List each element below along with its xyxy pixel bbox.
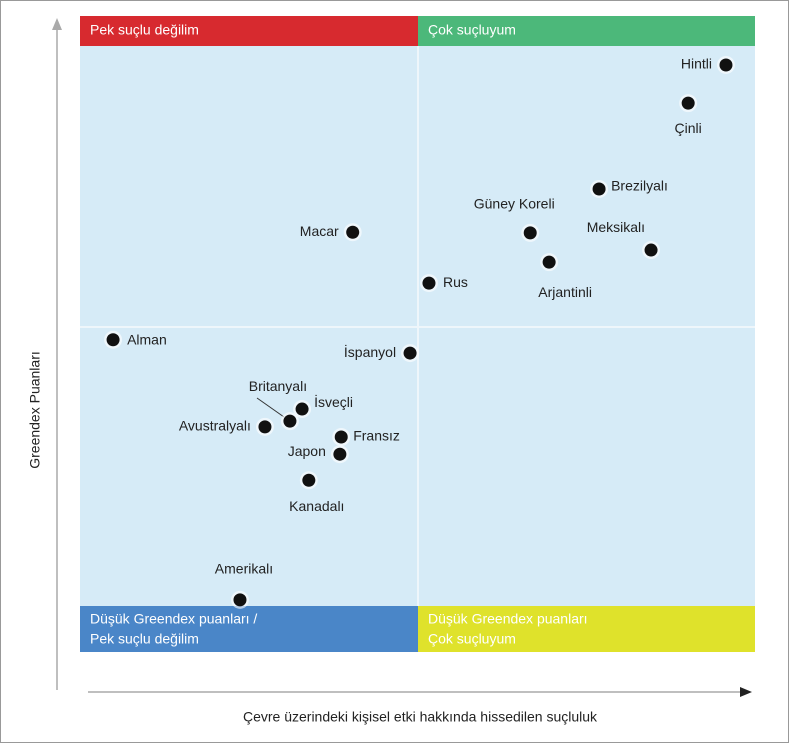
quadrant-label: Pek suçlu değilim: [90, 631, 199, 647]
point-label: Avustralyalı: [179, 418, 251, 434]
y-axis-label: Greendex Puanları: [27, 351, 43, 469]
point-label: Amerikalı: [215, 561, 273, 577]
leader-line: [256, 397, 285, 418]
point-label: Güney Koreli: [474, 196, 555, 212]
point-label: Rus: [443, 274, 468, 290]
point: [334, 430, 348, 444]
point: [302, 473, 316, 487]
quadrant-label: Düşük Greendex puanları /: [90, 611, 257, 627]
arrow-head: [52, 18, 62, 30]
point-label: Macar: [300, 223, 339, 239]
point: [592, 182, 606, 196]
quadrant-label: Düşük Greendex puanları: [428, 611, 588, 627]
point-label: Fransız: [353, 428, 400, 444]
point-label: İsveçli: [314, 393, 353, 410]
point: [106, 333, 120, 347]
point-label: Arjantinli: [538, 284, 592, 300]
quadrant-bottom-right: [418, 606, 755, 652]
point-label: Brezilyalı: [611, 178, 668, 194]
point-label: Britanyalı: [249, 378, 307, 394]
point-label: Meksikalı: [587, 219, 645, 235]
arrow-head: [740, 687, 752, 697]
point: [233, 593, 247, 607]
point: [523, 226, 537, 240]
point-label: İspanyol: [344, 343, 396, 360]
point: [346, 225, 360, 239]
x-axis-label: Çevre üzerindeki kişisel etki hakkında h…: [243, 709, 598, 725]
point-label: Hintli: [681, 56, 712, 72]
quadrant-label: Çok suçluyum: [428, 631, 516, 647]
point: [295, 402, 309, 416]
point: [719, 58, 733, 72]
quadrant-top-right: [418, 16, 755, 46]
point: [333, 447, 347, 461]
point: [258, 420, 272, 434]
quadrant-label: Pek suçlu değilim: [90, 22, 199, 38]
quadrant-label: Çok suçluyum: [428, 22, 516, 38]
point-label: Japon: [288, 443, 326, 459]
point-label: Alman: [127, 331, 167, 347]
point: [542, 255, 556, 269]
quadrant-bottom-left: [80, 606, 418, 652]
point: [644, 243, 658, 257]
point-label: Kanadalı: [289, 498, 344, 514]
point-label: Çinli: [675, 120, 702, 136]
point: [403, 346, 417, 360]
quadrant-top-left: [80, 16, 418, 46]
point: [422, 276, 436, 290]
point: [283, 414, 297, 428]
point: [681, 96, 695, 110]
